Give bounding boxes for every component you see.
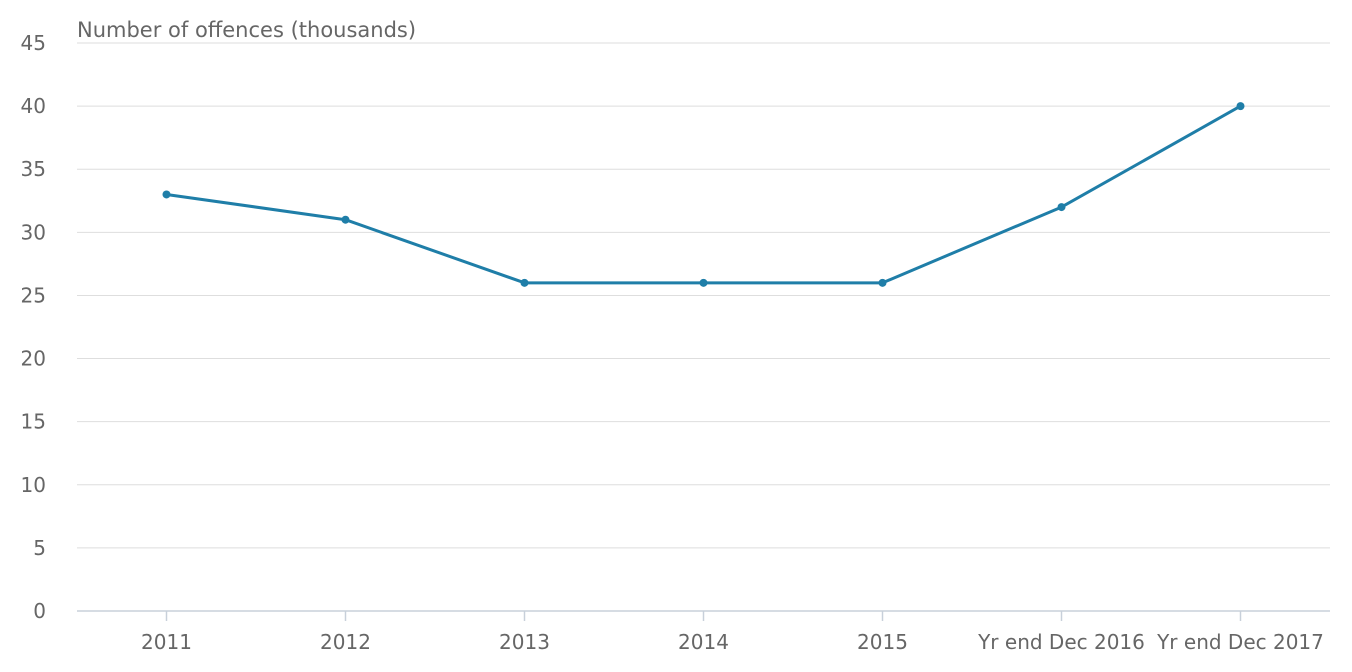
x-tick-label: 2013 <box>499 630 550 654</box>
y-tick-label: 0 <box>33 599 46 623</box>
y-tick-label: 5 <box>33 536 46 560</box>
data-point[interactable] <box>699 278 708 287</box>
y-axis-title: Number of offences (thousands) <box>77 18 416 42</box>
y-tick-label: 25 <box>21 283 46 307</box>
data-point[interactable] <box>1236 102 1245 111</box>
x-tick-label: Yr end Dec 2017 <box>1156 630 1324 654</box>
data-point[interactable] <box>162 190 171 199</box>
x-tick-label: 2014 <box>678 630 729 654</box>
y-tick-label: 30 <box>21 220 46 244</box>
y-tick-label: 40 <box>21 94 46 118</box>
data-point[interactable] <box>341 215 350 224</box>
data-point[interactable] <box>1057 203 1066 212</box>
series-line <box>165 104 1242 285</box>
x-tick-label: 2012 <box>320 630 371 654</box>
x-tick-label: Yr end Dec 2016 <box>977 630 1145 654</box>
y-tick-label: 20 <box>21 347 46 371</box>
y-tick-label: 45 <box>21 31 46 55</box>
y-axis-ticks: 0 5 10 15 20 25 30 35 40 45 <box>21 31 46 623</box>
y-tick-label: 15 <box>21 410 46 434</box>
x-tick-label: 2011 <box>141 630 192 654</box>
data-point[interactable] <box>520 278 529 287</box>
data-point[interactable] <box>878 278 887 287</box>
grid-lines <box>77 42 1330 549</box>
y-tick-label: 35 <box>21 157 46 181</box>
x-axis: 2011 2012 2013 2014 2015 Yr end Dec 2016 Yr en… <box>77 610 1330 654</box>
x-tick-label: 2015 <box>857 630 908 654</box>
series-group <box>162 102 1245 287</box>
y-tick-label: 10 <box>21 473 46 497</box>
